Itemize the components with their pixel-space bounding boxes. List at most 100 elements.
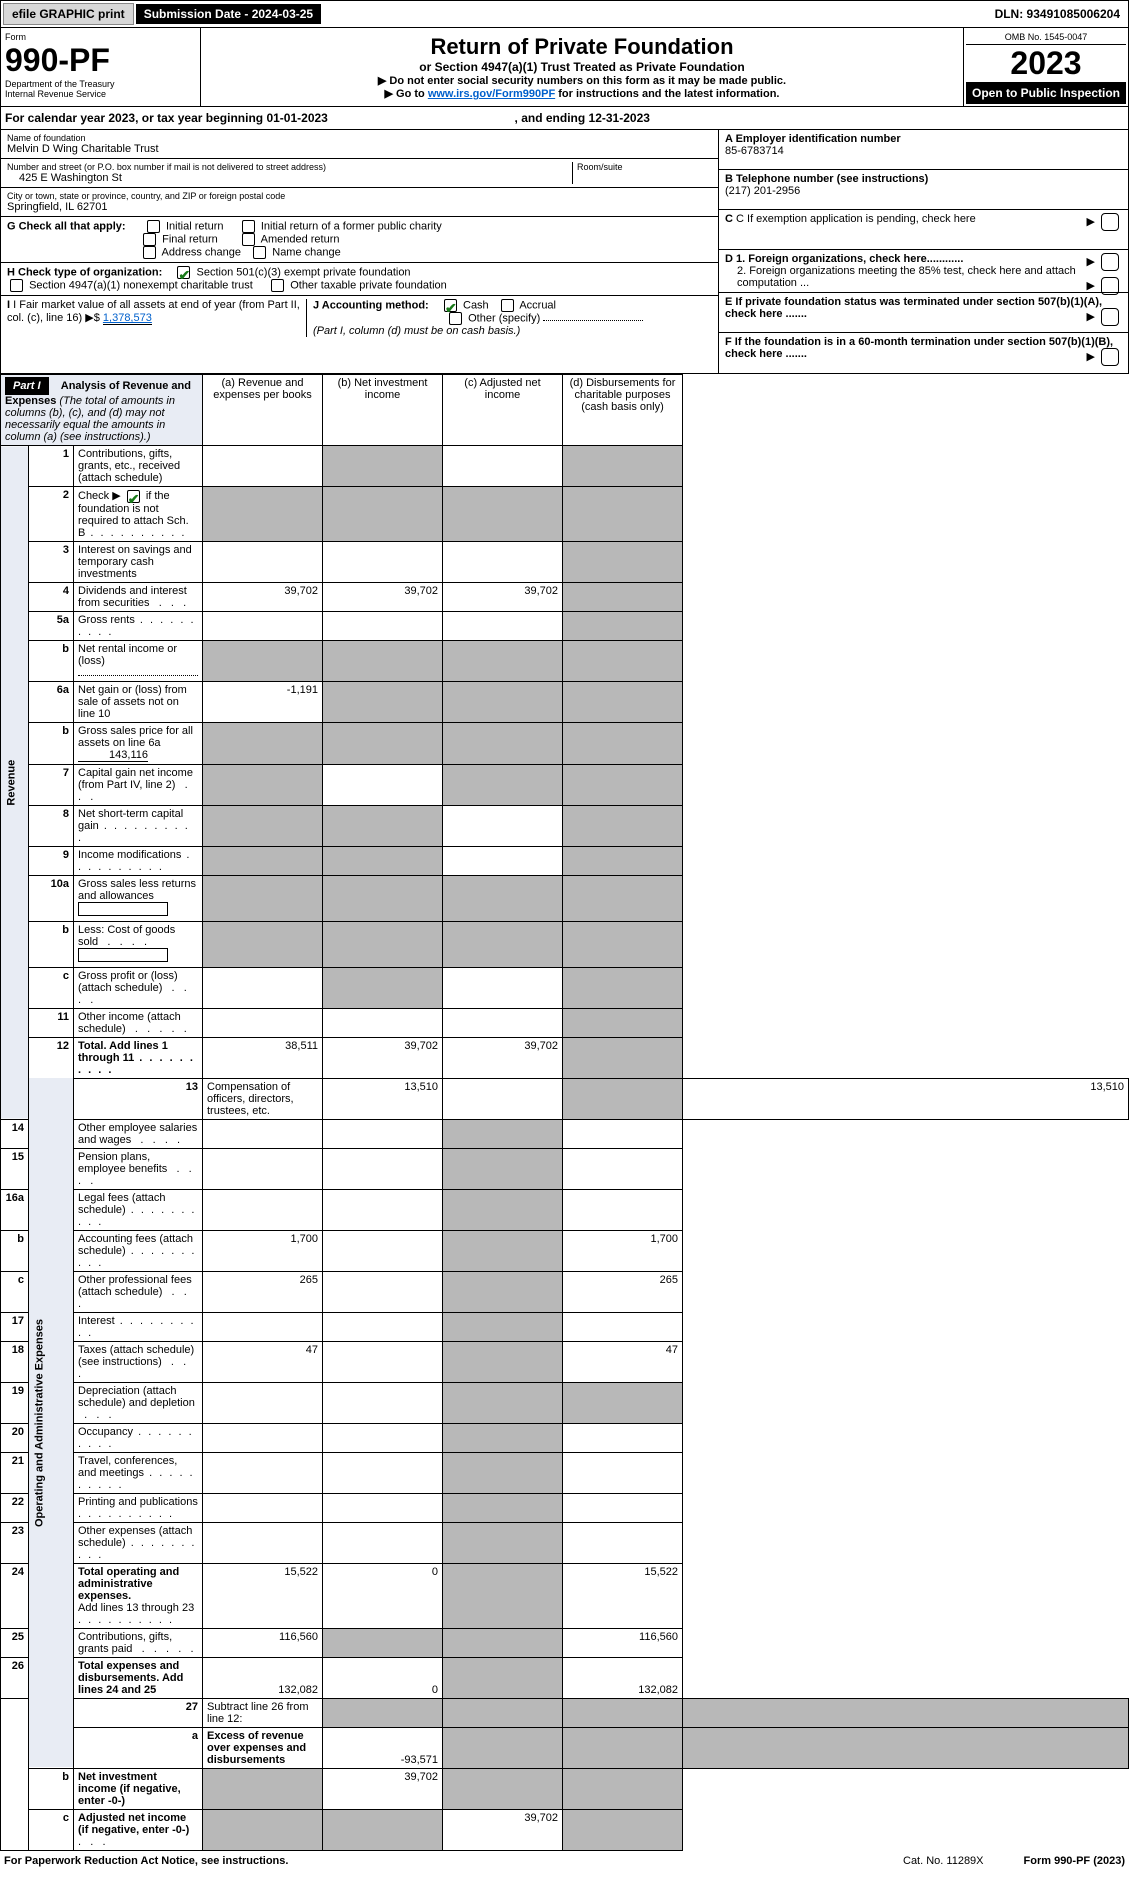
- other-method-checkbox[interactable]: [449, 312, 462, 325]
- r26-a: 132,082: [203, 1657, 323, 1698]
- g-o5: Address change: [162, 246, 242, 258]
- g-o4: Amended return: [261, 233, 340, 245]
- d2-checkbox[interactable]: [1101, 277, 1119, 295]
- entity-info: Name of foundation Melvin D Wing Charita…: [0, 130, 1129, 374]
- name-change-checkbox[interactable]: [253, 246, 266, 259]
- initial-return-checkbox[interactable]: [147, 220, 160, 233]
- r6b-val: 143,116: [78, 749, 148, 762]
- r6a-a: -1,191: [203, 681, 323, 722]
- r25-a: 116,560: [203, 1628, 323, 1657]
- row-10b: Less: Cost of goods sold . . . .: [74, 921, 203, 967]
- 4947-checkbox[interactable]: [10, 279, 23, 292]
- c-checkbox[interactable]: [1101, 213, 1119, 231]
- j-label: J Accounting method:: [313, 299, 429, 311]
- d1-checkbox[interactable]: [1101, 253, 1119, 271]
- city-value: Springfield, IL 62701: [7, 201, 712, 213]
- period-end: 12-31-2023: [589, 111, 650, 125]
- r13-a: 13,510: [323, 1078, 443, 1119]
- row-3: Interest on savings and temporary cash i…: [74, 541, 203, 582]
- r4-c: 39,702: [443, 582, 563, 611]
- f-label: F If the foundation is in a 60-month ter…: [725, 336, 1113, 360]
- row-4: Dividends and interest from securities: [78, 585, 187, 609]
- other-taxable-checkbox[interactable]: [271, 279, 284, 292]
- h-label: H Check type of organization:: [7, 266, 162, 278]
- row-27a: Excess of revenue over expenses and disb…: [203, 1727, 323, 1768]
- f-checkbox[interactable]: [1101, 348, 1119, 366]
- initial-public-checkbox[interactable]: [242, 220, 255, 233]
- row-9: Income modifications: [78, 849, 181, 861]
- foundation-name: Melvin D Wing Charitable Trust: [7, 143, 712, 155]
- col-c-header: (c) Adjusted net income: [443, 375, 563, 446]
- ein-label: A Employer identification number: [725, 133, 1122, 145]
- period-row: For calendar year 2023, or tax year begi…: [0, 107, 1129, 130]
- row-2: Check ▶ ✔ if the foundation is not requi…: [74, 487, 203, 542]
- row-5a: Gross rents: [78, 614, 135, 626]
- phone-label: B Telephone number (see instructions): [725, 173, 1122, 185]
- row-6a: Net gain or (loss) from sale of assets n…: [74, 681, 203, 722]
- cash-checkbox[interactable]: ✔: [444, 299, 457, 312]
- r16b-d: 1,700: [563, 1230, 683, 1271]
- form-header: Form 990-PF Department of the Treasury I…: [0, 28, 1129, 107]
- r12-c: 39,702: [443, 1037, 563, 1078]
- r18-a: 47: [203, 1341, 323, 1382]
- form-number: 990-PF: [5, 42, 196, 79]
- paperwork-notice: For Paperwork Reduction Act Notice, see …: [4, 1855, 288, 1867]
- r18-d: 47: [563, 1341, 683, 1382]
- ein-value: 85-6783714: [725, 145, 1122, 157]
- r24-a: 15,522: [203, 1563, 323, 1628]
- g-o3: Final return: [162, 233, 218, 245]
- row-25: Contributions, gifts, grants paid: [78, 1631, 172, 1655]
- fmv-value[interactable]: 1,378,573: [103, 312, 152, 325]
- cat-no: Cat. No. 11289X: [903, 1855, 984, 1867]
- instruction-1: ▶ Do not enter social security numbers o…: [207, 74, 957, 87]
- col-b-header: (b) Net investment income: [323, 375, 443, 446]
- r27a-a: -93,571: [323, 1727, 443, 1768]
- schb-checkbox[interactable]: ✔: [127, 490, 140, 503]
- efile-button[interactable]: efile GRAPHIC print: [3, 3, 134, 25]
- accrual-checkbox[interactable]: [501, 299, 514, 312]
- col-a-header: (a) Revenue and expenses per books: [203, 375, 323, 446]
- 501c3-checkbox[interactable]: ✔: [177, 266, 190, 279]
- i-label: I Fair market value of all assets at end…: [7, 299, 300, 324]
- r4-b: 39,702: [323, 582, 443, 611]
- r25-d: 116,560: [563, 1628, 683, 1657]
- row-1: Contributions, gifts, grants, etc., rece…: [74, 446, 203, 487]
- e-label: E If private foundation status was termi…: [725, 296, 1102, 320]
- name-label: Name of foundation: [7, 133, 712, 143]
- row-15: Pension plans, employee benefits: [78, 1151, 167, 1175]
- j-note: (Part I, column (d) must be on cash basi…: [313, 325, 520, 337]
- row-24b: Add lines 13 through 23: [78, 1602, 194, 1614]
- period-mid: , and ending: [515, 111, 589, 125]
- final-return-checkbox[interactable]: [143, 233, 156, 246]
- period-begin: 01-01-2023: [266, 111, 327, 125]
- r16b-a: 1,700: [203, 1230, 323, 1271]
- row-16c: Other professional fees (attach schedule…: [78, 1274, 192, 1298]
- address-change-checkbox[interactable]: [143, 246, 156, 259]
- instr2-post: for instructions and the latest informat…: [555, 88, 779, 100]
- form-word: Form: [5, 32, 196, 42]
- addr-label: Number and street (or P.O. box number if…: [7, 162, 572, 172]
- row-5b: Net rental income or (loss): [78, 643, 177, 667]
- street-address: 425 E Washington St: [7, 172, 572, 184]
- row-20: Occupancy: [78, 1426, 133, 1438]
- row-27b: Net investment income (if negative, ente…: [78, 1771, 181, 1807]
- part1-table: Part I Analysis of Revenue and Expenses …: [0, 374, 1129, 1851]
- expenses-side-label: Operating and Administrative Expenses: [29, 1078, 74, 1768]
- h-o2: Section 4947(a)(1) nonexempt charitable …: [29, 279, 253, 291]
- period-pre: For calendar year 2023, or tax year begi…: [5, 111, 266, 125]
- form-link[interactable]: www.irs.gov/Form990PF: [428, 88, 555, 100]
- instr2-pre: ▶ Go to: [385, 88, 428, 100]
- r27b-b: 39,702: [323, 1768, 443, 1809]
- g-o6: Name change: [272, 246, 341, 258]
- r26-d: 132,082: [563, 1657, 683, 1698]
- form-ref: Form 990-PF (2023): [1024, 1855, 1125, 1867]
- row-7: Capital gain net income (from Part IV, l…: [78, 767, 193, 791]
- open-inspection: Open to Public Inspection: [966, 82, 1126, 104]
- amended-checkbox[interactable]: [242, 233, 255, 246]
- row-19: Depreciation (attach schedule) and deple…: [78, 1385, 195, 1409]
- tax-year: 2023: [966, 45, 1126, 82]
- r26-b: 0: [323, 1657, 443, 1698]
- e-checkbox[interactable]: [1101, 308, 1119, 326]
- submission-date: Submission Date - 2024-03-25: [136, 4, 321, 24]
- row-6b: Gross sales price for all assets on line…: [74, 722, 203, 764]
